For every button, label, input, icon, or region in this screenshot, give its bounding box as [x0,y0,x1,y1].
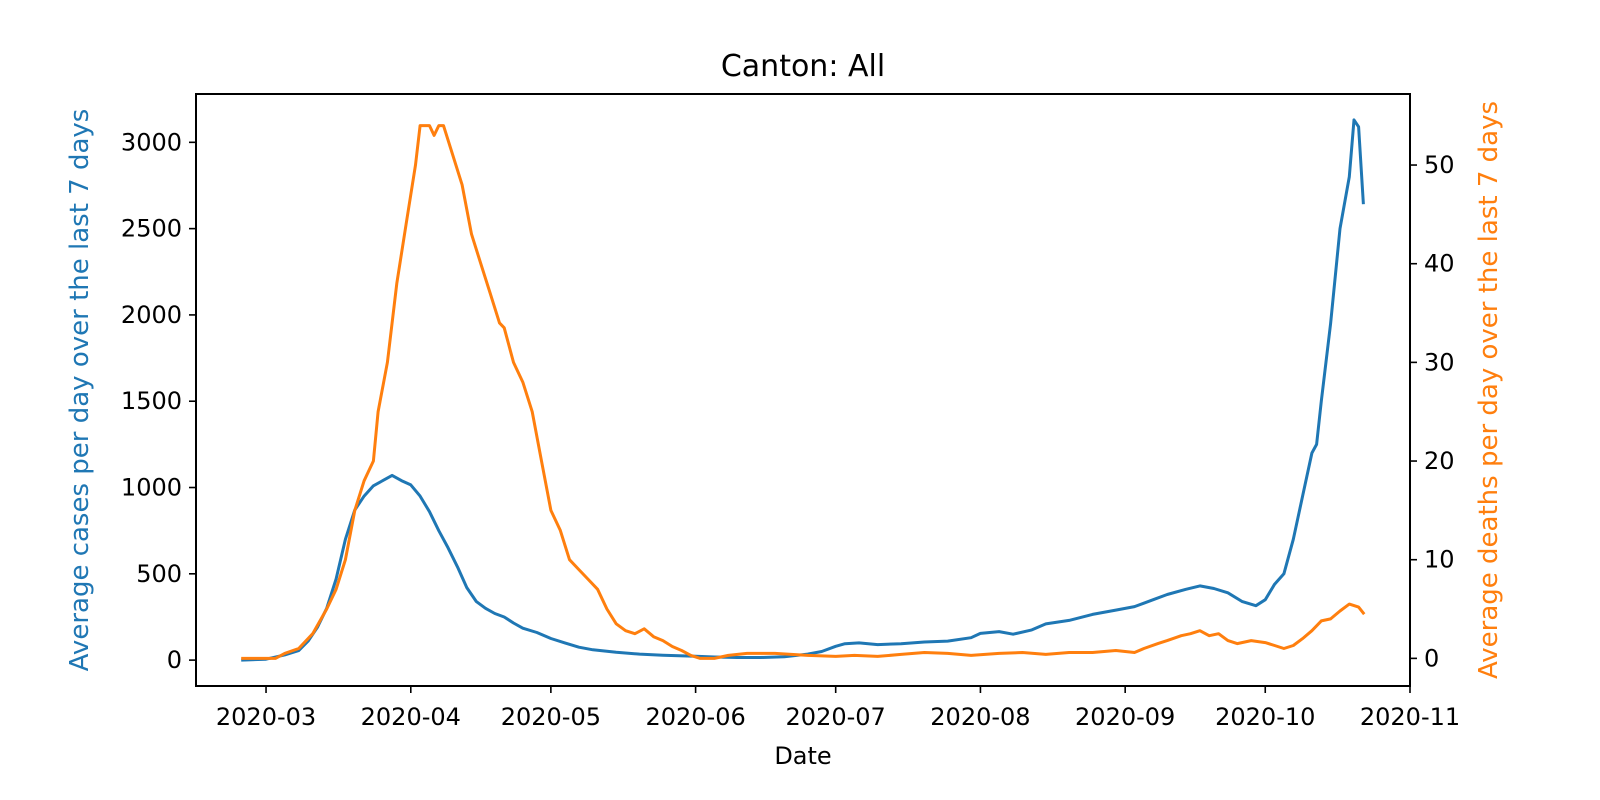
x-tick-label: 2020-11 [1360,703,1460,731]
x-tick-label: 2020-03 [216,703,316,731]
x-tick-label: 2020-07 [786,703,886,731]
x-tick-label: 2020-08 [930,703,1030,731]
x-tick-label: 2020-10 [1215,703,1315,731]
x-tick-label: 2020-09 [1075,703,1175,731]
x-tick-label: 2020-04 [361,703,461,731]
y-left-tick-label: 1000 [121,474,182,502]
y-right-tick-label: 30 [1424,348,1455,376]
x-tick-label: 2020-05 [501,703,601,731]
series-line-deaths [241,124,1366,660]
y-right-tick-label: 50 [1424,151,1455,179]
series-layer [241,118,1366,662]
y-left-tick-label: 2000 [121,301,182,329]
chart-title: Canton: All [721,49,885,84]
y-right-tick-label: 40 [1424,250,1455,278]
x-axis: 2020-03 2020-04 2020-05 2020-06 2020-07 2020-… [216,686,1460,731]
y-right-tick-label: 10 [1424,546,1455,574]
y-right-tick-label: 0 [1424,644,1439,672]
y-left-tick-label: 3000 [121,128,182,156]
plot-area-frame [195,93,1411,687]
x-tick-label: 2020-06 [645,703,745,731]
y-axis-left: 0 500 1000 1500 2000 2500 3000 [121,128,196,674]
y-axis-left-label: Average cases per day over the last 7 da… [65,109,95,672]
y-left-tick-label: 1500 [121,387,182,415]
y-left-tick-label: 0 [167,646,182,674]
y-left-tick-label: 2500 [121,215,182,243]
y-axis-right-label: Average deaths per day over the last 7 d… [1474,101,1504,679]
y-left-tick-label: 500 [136,560,182,588]
x-axis-label: Date [774,742,831,770]
y-axis-right: 0 10 20 30 40 50 [1410,151,1455,672]
y-right-tick-label: 20 [1424,447,1455,475]
